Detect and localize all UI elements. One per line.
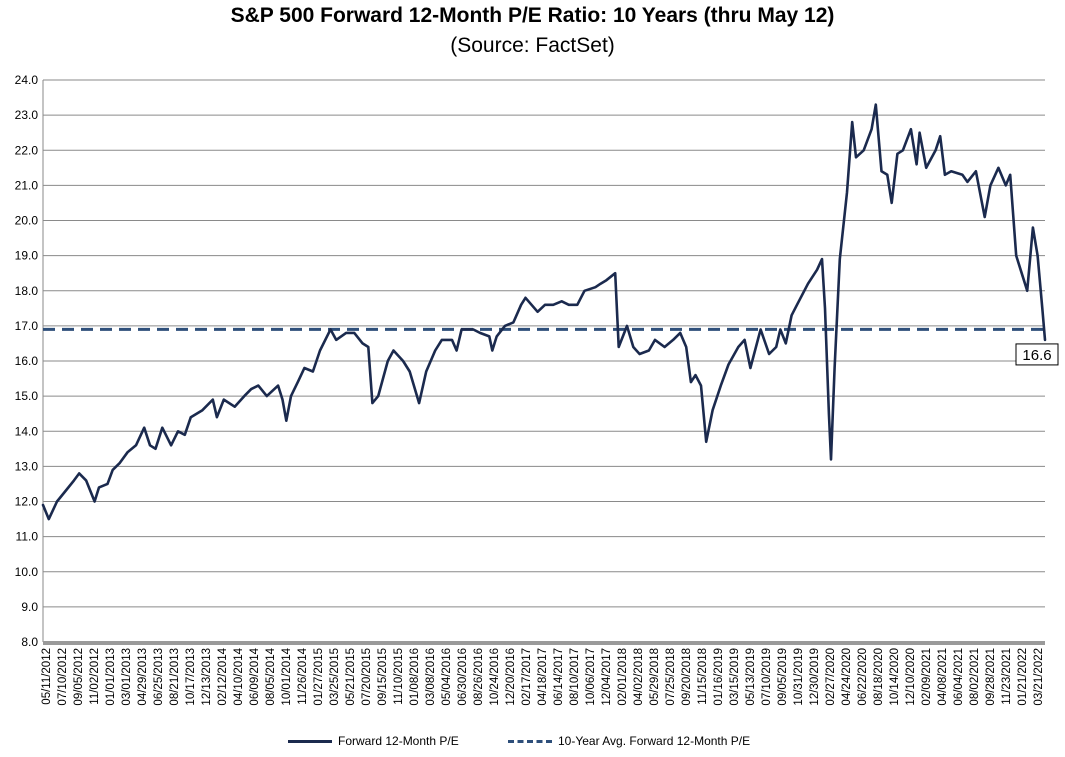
x-tick-label: 11/10/2015 xyxy=(393,648,405,705)
x-tick-label: 09/05/2019 xyxy=(777,648,789,706)
x-tick-label: 05/11/2012 xyxy=(41,648,53,705)
x-tick-label: 07/20/2015 xyxy=(361,648,373,706)
y-tick-label: 10.0 xyxy=(15,565,39,579)
x-tick-label: 09/15/2015 xyxy=(377,648,389,706)
x-tick-label: 10/17/2013 xyxy=(185,648,197,706)
x-tick-label: 01/08/2016 xyxy=(409,648,421,706)
x-tick-label: 01/16/2019 xyxy=(713,648,725,706)
y-tick-label: 14.0 xyxy=(15,424,39,438)
x-tick-label: 11/15/2018 xyxy=(697,648,709,705)
x-tick-label: 01/21/2022 xyxy=(1017,648,1029,706)
x-tick-label: 02/27/2020 xyxy=(825,648,837,706)
legend-label-average: 10-Year Avg. Forward 12-Month P/E xyxy=(558,734,751,748)
x-tick-label: 06/22/2020 xyxy=(857,648,869,706)
x-tick-label: 12/13/2013 xyxy=(201,648,213,706)
x-tick-label: 08/02/2021 xyxy=(969,648,981,706)
end-value-box xyxy=(1015,343,1059,366)
x-tick-label: 07/10/2019 xyxy=(761,648,773,706)
x-tick-label: 09/05/2012 xyxy=(73,648,85,706)
x-tick-label: 04/24/2020 xyxy=(841,648,853,706)
y-tick-label: 13.0 xyxy=(15,459,39,473)
x-tick-label: 05/04/2016 xyxy=(441,648,453,706)
x-tick-label: 06/14/2017 xyxy=(553,648,565,706)
x-tick-label: 12/10/2020 xyxy=(905,648,917,706)
series-line-forward-pe xyxy=(41,103,1047,521)
x-tick-label: 10/24/2016 xyxy=(489,648,501,706)
y-tick-label: 8.0 xyxy=(21,635,38,649)
x-tick-label: 09/20/2018 xyxy=(681,648,693,706)
x-tick-label: 03/08/2016 xyxy=(425,648,437,706)
x-tick-label: 01/01/2013 xyxy=(105,648,117,706)
x-tick-label: 08/18/2020 xyxy=(873,648,885,706)
x-tick-label: 10/14/2020 xyxy=(889,648,901,706)
x-tick-label: 11/02/2012 xyxy=(89,648,101,705)
chart-subtitle: (Source: FactSet) xyxy=(450,34,615,57)
x-tick-label: 03/15/2019 xyxy=(729,648,741,706)
x-tick-label: 03/25/2015 xyxy=(329,648,341,706)
x-tick-label: 06/09/2014 xyxy=(249,647,261,705)
x-tick-label: 12/30/2019 xyxy=(809,648,821,706)
legend-label-forward-pe: Forward 12-Month P/E xyxy=(338,734,459,748)
y-tick-label: 21.0 xyxy=(15,178,39,192)
y-tick-label: 15.0 xyxy=(15,389,39,403)
y-tick-label: 9.0 xyxy=(21,600,38,614)
y-tick-label: 11.0 xyxy=(16,530,39,544)
x-tick-label: 03/21/2022 xyxy=(1033,648,1045,706)
x-tick-label: 08/26/2016 xyxy=(473,648,485,706)
x-tick-label: 10/31/2019 xyxy=(793,648,805,706)
x-tick-label: 03/01/2013 xyxy=(121,648,133,706)
legend-item-forward-pe: Forward 12-Month P/E xyxy=(288,734,459,748)
x-tick-label: 04/10/2014 xyxy=(233,647,245,705)
x-tick-label: 04/29/2013 xyxy=(137,648,149,706)
x-tick-label: 02/17/2017 xyxy=(521,648,533,706)
y-tick-label: 17.0 xyxy=(15,319,39,333)
x-tick-label: 08/05/2014 xyxy=(265,647,277,705)
y-tick-label: 20.0 xyxy=(15,214,39,228)
x-tick-label: 12/20/2016 xyxy=(505,648,517,706)
x-tick-label: 08/10/2017 xyxy=(569,648,581,706)
x-tick-label: 10/06/2017 xyxy=(585,648,597,706)
y-tick-label: 19.0 xyxy=(15,249,39,263)
x-tick-label: 06/04/2021 xyxy=(953,648,965,706)
y-tick-label: 12.0 xyxy=(15,495,39,509)
x-tick-label: 09/28/2021 xyxy=(985,648,997,706)
y-tick-label: 16.0 xyxy=(15,354,39,368)
legend: Forward 12-Month P/E 10-Year Avg. Forwar… xyxy=(0,734,1065,752)
x-tick-label: 02/01/2018 xyxy=(617,648,629,706)
x-tick-label: 06/30/2016 xyxy=(457,648,469,706)
legend-item-average: 10-Year Avg. Forward 12-Month P/E xyxy=(508,734,750,748)
x-tick-label: 02/12/2014 xyxy=(217,647,229,705)
x-tick-label: 11/23/2021 xyxy=(1001,648,1013,705)
legend-swatch-dashed xyxy=(508,739,552,743)
end-value-label: 16.6 xyxy=(1022,347,1051,364)
x-tick-label: 07/25/2018 xyxy=(665,648,677,706)
x-tick-label: 01/27/2015 xyxy=(313,648,325,706)
x-tick-label: 04/08/2021 xyxy=(937,648,949,706)
x-tick-label: 10/01/2014 xyxy=(281,647,293,705)
x-tick-label: 05/13/2019 xyxy=(745,648,757,706)
x-tick-label: 05/21/2015 xyxy=(345,648,357,706)
y-tick-label: 22.0 xyxy=(15,143,39,157)
y-tick-label: 18.0 xyxy=(15,284,39,298)
x-tick-label: 05/29/2018 xyxy=(649,648,661,706)
x-tick-label: 04/02/2018 xyxy=(633,648,645,706)
x-tick-label: 06/25/2013 xyxy=(153,648,165,706)
chart-title: S&P 500 Forward 12-Month P/E Ratio: 10 Y… xyxy=(230,4,835,27)
x-tick-label: 12/04/2017 xyxy=(601,648,613,706)
legend-swatch-solid xyxy=(288,739,332,743)
x-tick-label: 04/18/2017 xyxy=(537,648,549,706)
x-tick-label: 11/26/2014 xyxy=(297,647,309,704)
y-tick-label: 24.0 xyxy=(15,73,39,87)
y-tick-label: 23.0 xyxy=(15,108,39,122)
x-tick-label: 07/10/2012 xyxy=(57,648,69,706)
x-tick-label: 08/21/2013 xyxy=(169,648,181,706)
x-tick-label: 02/09/2021 xyxy=(921,648,933,706)
